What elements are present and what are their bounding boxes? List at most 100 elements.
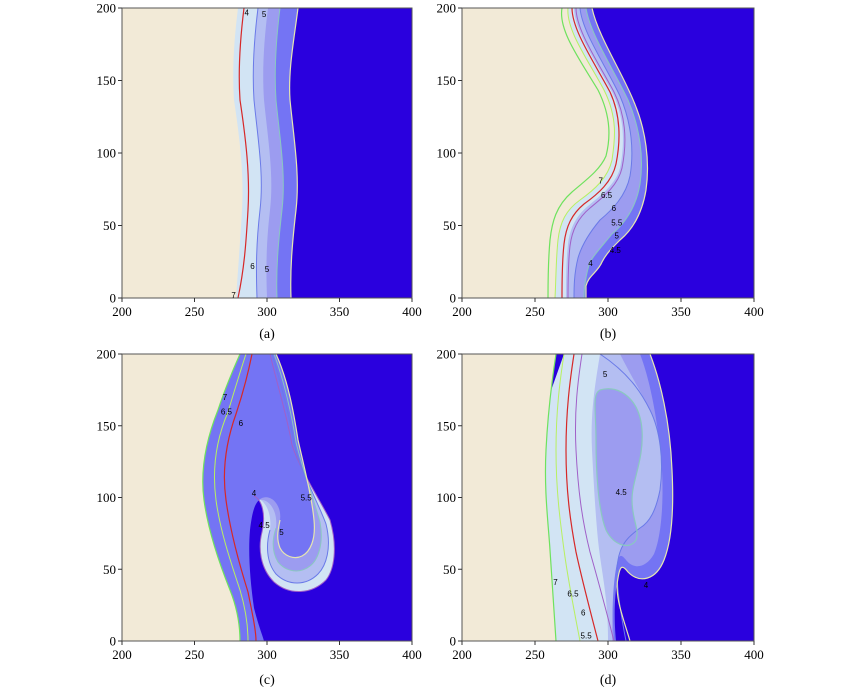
- panel-a: 4 5 6 5 7 200 250 300 350 400 0 50 100 150 200 (a): [97, 1, 422, 343]
- panel-b: 76.565.554.54 200 250 300 350 40005010015020…: [437, 1, 764, 343]
- contour-label: 4.5: [610, 246, 622, 255]
- contour-label: 4.5: [616, 488, 628, 497]
- x-tick-label: 350: [671, 647, 691, 662]
- x-tick-label: 200: [112, 304, 132, 319]
- x-tick-label: 200: [112, 647, 132, 662]
- y-tick-label: 50: [103, 218, 116, 233]
- y-tick-label: 50: [443, 562, 456, 577]
- panel-b-contour-5: [573, 8, 633, 298]
- y-tick-label: 150: [437, 73, 457, 88]
- x-tick-label: 300: [598, 304, 618, 319]
- panel-d-contour-labels: 5 4.5 4 7 6.56 5.5: [553, 370, 649, 640]
- panel-d-contour-4: [616, 354, 674, 641]
- panel-c: 76.565.544.55 200 250 300 350 40005010015020…: [97, 347, 422, 689]
- x-tick-label: 400: [402, 304, 422, 319]
- y-tick-label: 100: [437, 146, 457, 161]
- y-tick-label: 100: [97, 490, 117, 505]
- panel-b-contour-65: [554, 8, 616, 298]
- panel-d-contour-5: [599, 354, 662, 641]
- panel-c-contour-55: [240, 354, 335, 592]
- contour-label: 6: [239, 419, 244, 428]
- contour-label: 5: [615, 232, 620, 241]
- panel-c-contour-65: [214, 354, 249, 641]
- panel-d-contour-65: [555, 354, 581, 641]
- x-tick-label: 300: [598, 647, 618, 662]
- panel-d-caption: (d): [600, 673, 617, 688]
- contour-label: 5: [279, 528, 284, 537]
- y-tick-label: 0: [450, 634, 457, 649]
- contour-label: 6: [612, 204, 617, 213]
- panel-b-axes: 200 250 300 350 400 0 50 100 150 200: [437, 1, 764, 320]
- panel-a-contour-5: [252, 8, 262, 298]
- y-tick-label: 50: [443, 218, 456, 233]
- x-tick-label: 200: [452, 647, 472, 662]
- y-tick-label: 0: [110, 291, 117, 306]
- contour-label: 7: [553, 578, 558, 587]
- panel-a-contour-labels: 4 5 6 5 7: [231, 8, 269, 300]
- y-tick-label: 50: [103, 562, 116, 577]
- contour-label: 5: [603, 370, 608, 379]
- x-tick-label: 250: [185, 647, 205, 662]
- panel-a-high-region: [122, 8, 243, 298]
- contour-label: 6: [250, 262, 255, 271]
- y-tick-label: 150: [437, 418, 457, 433]
- panel-d-contour-7: [544, 354, 557, 641]
- panel-d-contour-55: [574, 354, 615, 641]
- y-tick-label: 200: [97, 1, 117, 16]
- x-tick-label: 200: [452, 304, 472, 319]
- contour-label: 6.5: [601, 191, 613, 200]
- contour-label: 4.5: [259, 521, 271, 530]
- panel-b-contour-55: [567, 8, 626, 298]
- panel-a-contour-7: [237, 8, 250, 298]
- panel-a-contour-45: [274, 8, 284, 298]
- contour-label: 4: [644, 581, 649, 590]
- contour-label: 6: [581, 608, 586, 617]
- panel-c-contour-5: [267, 354, 329, 584]
- panel-a-contour-4: [289, 8, 299, 298]
- panel-b-contour-labels: 7 6.5 6 5.5 5 4.5 4: [588, 177, 623, 269]
- y-tick-label: 100: [437, 490, 457, 505]
- contour-label: 7: [598, 177, 603, 186]
- panel-d-contour-45: [594, 388, 643, 547]
- x-tick-label: 300: [257, 304, 277, 319]
- panel-d-high-region: [462, 354, 556, 641]
- x-tick-label: 350: [671, 304, 691, 319]
- contour-label: 4: [588, 259, 593, 268]
- contour-label: 7: [231, 291, 236, 300]
- x-tick-label: 350: [330, 304, 350, 319]
- panel-a-axes: 200 250 300 350 400 0 50 100 150 200: [97, 1, 422, 320]
- panel-b-caption: (b): [600, 327, 617, 342]
- panel-c-caption: (c): [259, 673, 275, 688]
- contour-label: 6.5: [221, 407, 233, 416]
- y-tick-label: 150: [97, 418, 117, 433]
- x-tick-label: 400: [744, 647, 764, 662]
- panel-c-contour-45: [272, 354, 322, 572]
- y-tick-label: 200: [437, 347, 457, 362]
- panel-c-contour-4: [275, 354, 315, 559]
- panel-b-low-region: [586, 8, 754, 298]
- x-tick-label: 250: [525, 647, 545, 662]
- x-tick-label: 350: [330, 647, 350, 662]
- x-tick-label: 400: [744, 304, 764, 319]
- contour-label: 4: [252, 489, 257, 498]
- panel-c-contour-labels: 7 6.5 6 5.5 4 4.5 5: [221, 393, 312, 537]
- contour-label: 5: [265, 265, 270, 274]
- y-tick-label: 0: [110, 634, 117, 649]
- panel-d-contour-6: [565, 354, 599, 641]
- contour-label: 5.5: [611, 219, 623, 228]
- y-tick-label: 0: [450, 291, 457, 306]
- panel-d-axes: 200 250 300 350 400 0 50 100 150 200: [437, 347, 764, 663]
- panel-c-axes: 200 250 300 350 400 0 50 100 150 200: [97, 347, 422, 663]
- y-tick-label: 200: [97, 347, 117, 362]
- x-tick-label: 250: [185, 304, 205, 319]
- panel-b-contour-7: [547, 8, 610, 298]
- panel-d-inner-band-45: [595, 388, 643, 546]
- y-tick-label: 200: [437, 1, 457, 16]
- y-tick-label: 150: [97, 73, 117, 88]
- x-tick-label: 250: [525, 304, 545, 319]
- panel-b-contour-45: [583, 8, 642, 298]
- contour-label: 6.5: [567, 590, 579, 599]
